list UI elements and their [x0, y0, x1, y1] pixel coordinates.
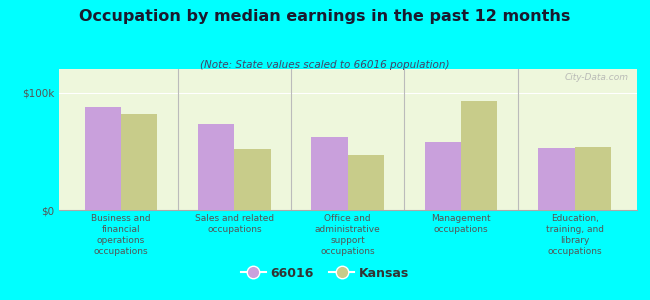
Bar: [425, 142, 462, 210]
Bar: [462, 101, 497, 210]
Text: Occupation by median earnings in the past 12 months: Occupation by median earnings in the pas…: [79, 9, 571, 24]
Bar: [84, 106, 121, 210]
Text: City-Data.com: City-Data.com: [564, 73, 629, 82]
Legend: 66016, Kansas: 66016, Kansas: [236, 262, 414, 285]
Text: (Note: State values scaled to 66016 population): (Note: State values scaled to 66016 popu…: [200, 60, 450, 70]
Bar: [198, 124, 234, 210]
Bar: [538, 148, 575, 210]
Bar: [348, 155, 384, 210]
Bar: [234, 149, 270, 210]
Bar: [311, 137, 348, 210]
Bar: [575, 147, 611, 210]
Bar: [121, 114, 157, 210]
